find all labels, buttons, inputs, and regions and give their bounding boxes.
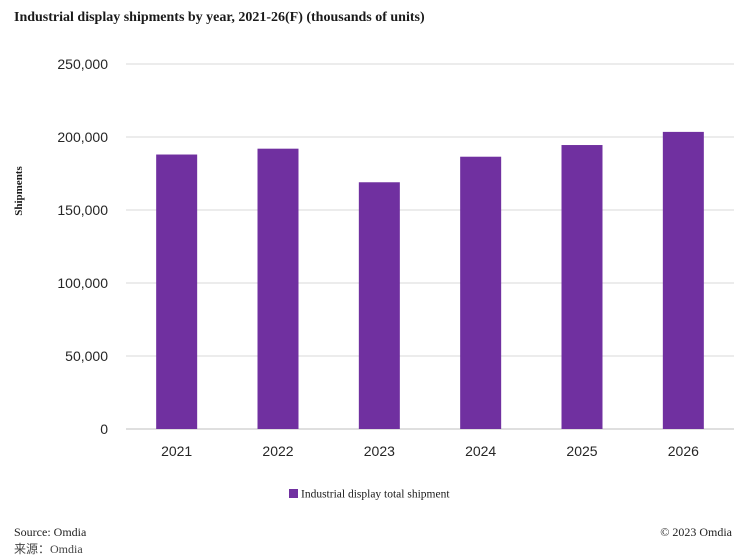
x-tick-label-2023: 2023 (364, 443, 395, 459)
legend-swatch (289, 489, 298, 498)
x-tick-label-2022: 2022 (262, 443, 293, 459)
bar-2023 (358, 182, 400, 429)
x-tick-label-2021: 2021 (161, 443, 192, 459)
bars (156, 131, 704, 429)
y-tick-label: 0 (100, 421, 108, 437)
y-tick-labels: 0 50,000 100,000 150,000 200,000 250,000 (57, 56, 108, 437)
bar-2021 (156, 154, 198, 429)
source-note: Source: Omdia (14, 525, 87, 539)
y-tick-label: 150,000 (57, 202, 108, 218)
bar-2026 (662, 131, 704, 429)
x-tick-labels: 2021 2022 2023 2024 2025 2026 (161, 443, 699, 459)
gridlines (126, 63, 734, 430)
legend-label-industrial-display-total-shipment: Industrial display total shipment (301, 489, 450, 501)
bar-2024 (460, 156, 502, 429)
x-tick-label-2026: 2026 (668, 443, 699, 459)
x-tick-label-2024: 2024 (465, 443, 496, 459)
y-tick-label: 200,000 (57, 129, 108, 145)
y-axis-label: Shipments (13, 166, 25, 216)
bar-2022 (257, 148, 299, 429)
legend: Industrial display total shipment (289, 489, 450, 501)
chart-title: Industrial display shipments by year, 20… (14, 10, 425, 25)
source-note-cut: 来源：Omdia (14, 542, 83, 556)
y-tick-label: 250,000 (57, 56, 108, 72)
x-tick-label-2025: 2025 (566, 443, 597, 459)
bar-2025 (561, 145, 603, 429)
y-tick-label: 50,000 (65, 348, 108, 364)
y-tick-label: 100,000 (57, 275, 108, 291)
copyright-note: © 2023 Omdia (660, 525, 732, 539)
